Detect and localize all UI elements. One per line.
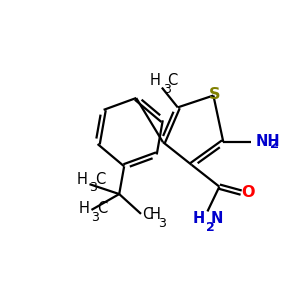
Text: 2: 2 [206,221,215,234]
Text: 3: 3 [89,181,98,194]
Text: C: C [167,73,177,88]
Text: H: H [76,172,88,187]
Text: H: H [192,211,205,226]
Text: H: H [150,207,161,222]
Text: S: S [208,87,220,102]
Text: C: C [142,207,152,222]
Text: C: C [98,201,108,216]
Text: C: C [95,172,106,187]
Text: N: N [210,211,223,226]
Text: NH: NH [256,134,280,148]
Text: 3: 3 [92,211,99,224]
Text: 2: 2 [270,138,279,151]
Text: 3: 3 [163,82,171,96]
Text: 3: 3 [158,217,166,230]
Text: H: H [79,201,89,216]
Text: O: O [241,185,255,200]
Text: H: H [150,73,161,88]
